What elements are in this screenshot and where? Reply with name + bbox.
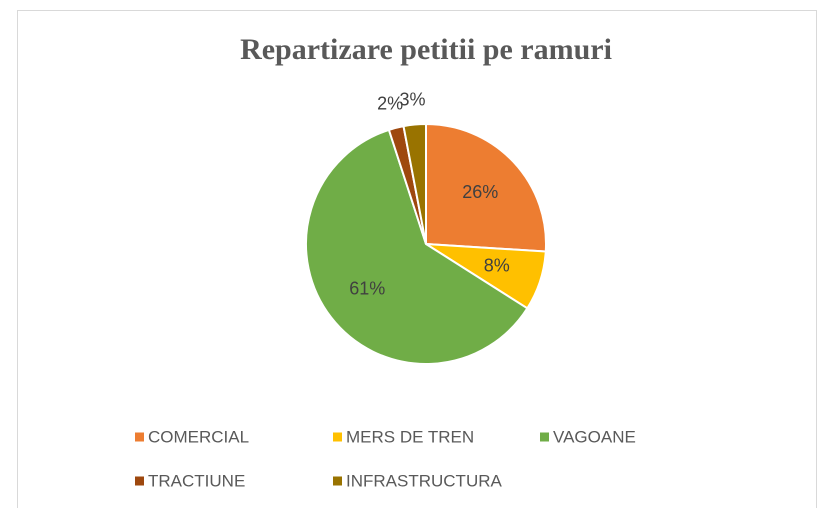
legend-label: VAGOANE	[553, 427, 636, 446]
legend-label: TRACTIUNE	[148, 471, 245, 490]
data-label: 2%	[377, 93, 403, 113]
data-label: 8%	[484, 256, 510, 276]
data-label: 61%	[349, 278, 385, 298]
legend-swatch	[540, 432, 549, 442]
chart-title: Repartizare petitii pe ramuri	[240, 33, 612, 66]
legend-swatch	[135, 432, 144, 442]
pie-slice	[425, 122, 547, 253]
legend-label: MERS DE TREN	[346, 427, 474, 446]
legend-swatch	[333, 476, 342, 486]
legend-swatch	[135, 476, 144, 486]
pie-slice	[305, 128, 529, 365]
data-label: 26%	[462, 182, 498, 202]
legend-label: COMERCIAL	[148, 427, 249, 446]
legend-label: INFRASTRUCTURA	[346, 471, 502, 490]
pie-slice	[402, 122, 427, 245]
data-label: 3%	[399, 89, 425, 109]
legend-swatch	[333, 432, 342, 442]
